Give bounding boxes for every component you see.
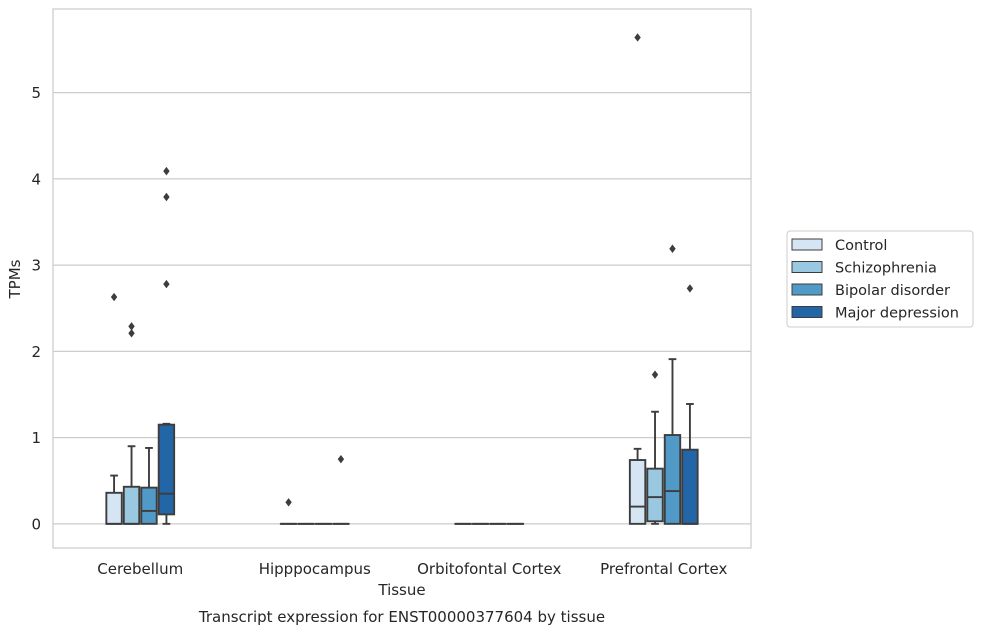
outlier-point (686, 284, 694, 293)
y-tick-label: 1 (31, 429, 41, 447)
outlier-point (128, 329, 135, 338)
outlier-point (163, 192, 170, 202)
outlier-point (669, 244, 676, 253)
y-axis-label: TPMs (6, 259, 24, 299)
x-tick-labels: Cerebellum Hipppocampus Orbitofontal Corte… (97, 560, 727, 578)
legend-label: Control (835, 238, 887, 254)
plot-frame (52, 8, 752, 549)
y-tick-label: 5 (31, 84, 41, 102)
box-plot-series (105, 33, 699, 525)
y-tick-labels: 0 1 2 3 4 5 (31, 84, 41, 533)
box (157, 423, 176, 516)
y-tick-label: 0 (31, 515, 41, 533)
outlier-point (285, 498, 292, 507)
box (646, 467, 664, 523)
x-tick-label: Prefrontal Cortex (600, 560, 727, 578)
outlier-point (651, 370, 659, 379)
legend-swatch (791, 238, 823, 251)
outlier-point (337, 454, 345, 464)
x-tick-label: Cerebellum (97, 560, 183, 578)
legend-label: Schizophrenia (835, 261, 937, 277)
box (681, 448, 699, 525)
legend-label: Bipolar disorder (835, 283, 950, 299)
legend-swatch (791, 306, 823, 318)
outlier-point (128, 322, 135, 331)
x-axis-label: Tissue (377, 581, 425, 599)
y-tick-label: 3 (31, 257, 41, 275)
x-tick-label: Hipppocampus (259, 560, 371, 578)
legend-swatch (791, 283, 823, 296)
outlier-point (163, 279, 170, 289)
legend-frame (786, 230, 974, 328)
box (628, 459, 647, 525)
chart-caption: Transcript expression for ENST0000037760… (198, 608, 605, 626)
outlier-point (634, 33, 641, 42)
y-tick-label: 2 (31, 343, 41, 361)
y-tick-label: 4 (31, 170, 41, 188)
y-gridlines (53, 92, 751, 525)
legend-label: Major depression (835, 306, 959, 322)
legend: Control Schizophrenia Bipolar disorder Majo… (786, 230, 974, 328)
box (663, 434, 682, 525)
box (140, 486, 158, 525)
outlier-point (110, 292, 118, 302)
box (122, 485, 141, 525)
box (105, 491, 123, 525)
x-tick-label: Orbitofontal Cortex (417, 560, 561, 578)
legend-swatch (791, 261, 823, 273)
outlier-point (163, 166, 170, 176)
